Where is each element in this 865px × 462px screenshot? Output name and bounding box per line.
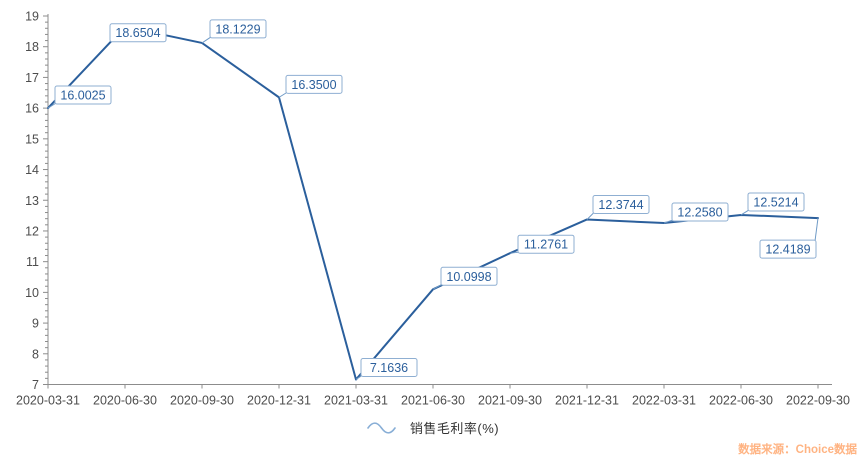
data-label-value: 12.2580: [677, 206, 722, 220]
data-label-value: 18.6504: [115, 26, 160, 40]
data-label-box: [54, 85, 112, 105]
data-label-value: 7.1636: [370, 361, 408, 375]
y-axis-tick-label: 17: [25, 71, 39, 85]
y-axis-tick-label: 15: [25, 132, 39, 146]
label-leader-line: [201, 36, 212, 44]
data-label-value: 12.4189: [765, 243, 810, 257]
x-axis-tick-label: 2020-12-31: [247, 394, 311, 408]
data-label-box: [759, 239, 817, 259]
label-leader-line: [47, 102, 57, 109]
data-source-watermark: 数据来源：Choice数据: [738, 444, 857, 456]
legend-item-gross-margin[interactable]: 销售毛利率(%): [366, 418, 499, 437]
label-leader-line: [278, 91, 288, 98]
x-axis-tick-label: 2021-06-30: [401, 394, 465, 408]
data-label-box: [747, 192, 805, 212]
data-label-value: 16.3500: [291, 78, 336, 92]
wave-line-icon: [367, 421, 396, 434]
x-axis-tick-label: 2021-03-31: [324, 394, 388, 408]
data-label-box: [285, 74, 343, 94]
y-axis-tick-label: 18: [25, 40, 39, 54]
label-leader-line: [586, 212, 595, 220]
data-label-value: 16.0025: [60, 89, 105, 103]
data-label-box: [517, 234, 575, 254]
y-axis-tick-label: 13: [25, 194, 39, 208]
label-leader-line: [509, 251, 520, 254]
y-axis-tick-label: 19: [25, 10, 39, 24]
x-axis-tick-label: 2021-09-30: [478, 394, 542, 408]
y-axis-tick-label: 8: [32, 347, 39, 361]
label-leader-line: [740, 209, 750, 216]
legend-item-label: 销售毛利率(%): [409, 421, 500, 436]
y-axis-tick-label: 10: [25, 286, 39, 300]
x-axis-tick-label: 2020-09-30: [170, 394, 234, 408]
x-axis-tick-label: 2022-03-31: [632, 394, 696, 408]
label-leader-line: [432, 283, 443, 290]
data-label-value: 12.5214: [753, 195, 798, 209]
data-label-box: [440, 266, 498, 286]
data-label-value: 10.0998: [446, 270, 491, 284]
data-label-box: [109, 23, 167, 43]
x-axis-tick-label: 2020-03-31: [16, 394, 80, 408]
legend: 销售毛利率(%): [0, 418, 865, 437]
data-label-value: 18.1229: [215, 22, 260, 36]
data-label-value: 11.2761: [524, 238, 568, 252]
y-axis-tick-label: 11: [26, 255, 39, 269]
data-label-box: [360, 357, 418, 377]
y-axis-tick-label: 16: [25, 102, 39, 116]
y-axis-tick-label: 14: [25, 163, 39, 177]
data-label-value: 12.3744: [598, 198, 643, 212]
x-axis-tick-label: 2020-06-30: [93, 394, 157, 408]
label-leader-line: [663, 219, 674, 224]
y-axis-tick-label: 7: [32, 378, 39, 392]
data-label-box: [671, 202, 729, 222]
x-axis-tick-label: 2022-09-30: [786, 394, 850, 408]
y-axis-tick-label: 9: [32, 317, 39, 331]
x-axis-tick-label: 2021-12-31: [555, 394, 619, 408]
x-axis-tick-label: 2022-06-30: [709, 394, 773, 408]
data-label-box: [592, 194, 650, 214]
y-axis-tick-label: 12: [25, 224, 39, 238]
label-leader-line: [814, 218, 819, 242]
data-label-box: [209, 19, 267, 39]
